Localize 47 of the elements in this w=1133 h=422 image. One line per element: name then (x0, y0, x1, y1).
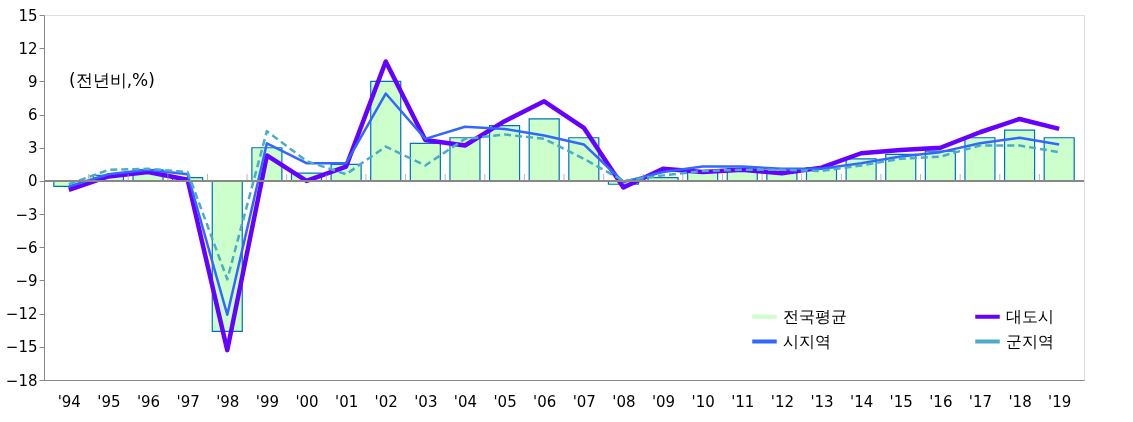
x-tick-label: '09 (651, 392, 676, 411)
legend-label: 군지역 (1006, 331, 1054, 351)
line-series (67, 129, 1061, 281)
x-tick-label: '05 (493, 392, 517, 411)
x-tick-label: '13 (810, 392, 834, 411)
x-tick-label: '03 (414, 392, 438, 411)
x-tick-label: '12 (770, 392, 794, 411)
x-tick-label: '96 (136, 392, 161, 411)
y-tick-label: −18 (5, 371, 38, 390)
x-tick-label: '04 (453, 392, 478, 411)
y-tick-label: 15 (18, 6, 38, 25)
y-tick-label: 0 (27, 172, 38, 191)
x-tick-label: '16 (929, 392, 953, 411)
y-tick-label: 12 (18, 39, 38, 58)
x-tick-label: '08 (612, 392, 636, 411)
x-tick-label: '17 (968, 392, 993, 411)
x-tick-label: '15 (889, 392, 913, 411)
x-tick-label: '97 (176, 392, 200, 411)
legend-label: 대도시 (1006, 306, 1054, 326)
y-tick-label: 9 (27, 72, 38, 91)
y-tick-label: −3 (15, 205, 38, 224)
x-tick-label: '14 (850, 392, 874, 411)
x-tick-label: '19 (1048, 392, 1072, 411)
x-tick-label: '98 (216, 392, 240, 411)
legend-label: 전국평균 (783, 306, 847, 326)
y-tick-label: −12 (5, 305, 38, 324)
y-tick-label: −6 (15, 238, 38, 257)
bar (528, 118, 560, 182)
x-tick-label: '07 (572, 392, 596, 411)
bar (409, 142, 441, 182)
legend-label: 시지역 (783, 331, 831, 351)
x-tick-label: '02 (374, 392, 398, 411)
x-tick-label: '95 (97, 392, 121, 411)
annotation: (전년비,%) (69, 70, 155, 90)
x-tick-label: '10 (691, 392, 715, 411)
y-tick-label: 3 (27, 139, 38, 158)
y-tick-label: 6 (27, 106, 38, 125)
x-tick-label: '00 (295, 392, 319, 411)
y-tick-label: −15 (5, 338, 38, 357)
x-tick-label: '01 (335, 392, 359, 411)
x-tick-label: '99 (255, 392, 279, 411)
bar (1043, 137, 1075, 182)
x-tick-label: '94 (57, 392, 81, 411)
x-tick-label: '11 (731, 392, 755, 411)
y-tick-label: −9 (15, 271, 38, 290)
x-tick-label: '18 (1008, 392, 1032, 411)
x-tick-label: '06 (533, 392, 557, 411)
